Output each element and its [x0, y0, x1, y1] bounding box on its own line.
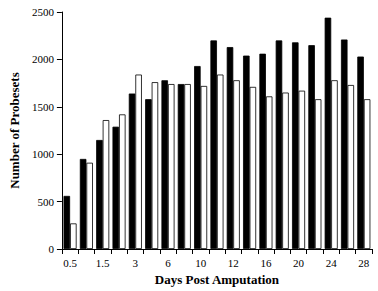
- svg-text:6: 6: [165, 257, 171, 269]
- svg-text:1500: 1500: [32, 101, 55, 113]
- svg-text:Number of Probesets: Number of Probesets: [7, 72, 22, 189]
- svg-text:24: 24: [326, 257, 338, 269]
- svg-text:10: 10: [195, 257, 207, 269]
- svg-text:3: 3: [133, 257, 139, 269]
- svg-text:12: 12: [228, 257, 239, 269]
- svg-text:2000: 2000: [32, 53, 55, 65]
- svg-text:Days Post Amputation: Days Post Amputation: [155, 272, 280, 287]
- svg-text:500: 500: [37, 196, 54, 208]
- svg-text:2500: 2500: [32, 6, 55, 18]
- svg-text:1000: 1000: [32, 148, 55, 160]
- svg-text:16: 16: [260, 257, 272, 269]
- svg-text:28: 28: [358, 257, 370, 269]
- svg-text:0.5: 0.5: [63, 257, 77, 269]
- svg-text:0: 0: [48, 243, 54, 255]
- svg-text:20: 20: [293, 257, 305, 269]
- svg-text:1.5: 1.5: [96, 257, 110, 269]
